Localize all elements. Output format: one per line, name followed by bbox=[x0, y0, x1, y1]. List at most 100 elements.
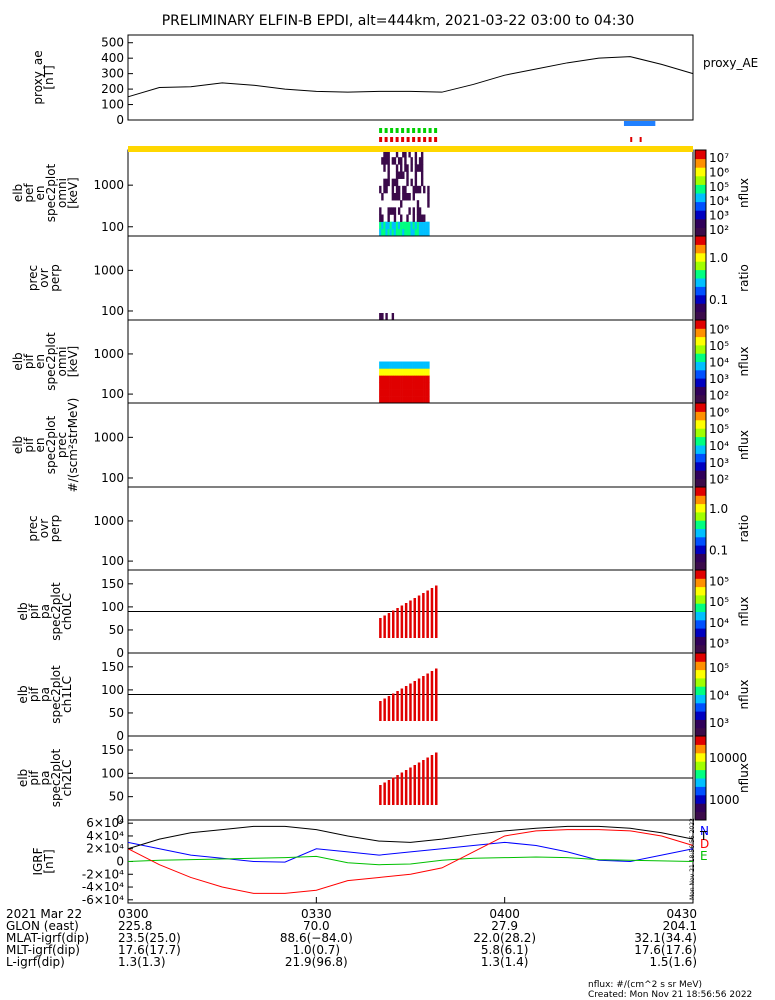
colorbar-tick-label: 10² bbox=[709, 473, 729, 487]
red-marker bbox=[630, 137, 633, 142]
heatmap-cell bbox=[406, 221, 409, 230]
heatmap-cell bbox=[395, 396, 399, 404]
colorbar-tick-label: 10⁵ bbox=[709, 574, 729, 588]
heatmap-cell bbox=[402, 375, 405, 383]
heatmap-cell bbox=[416, 185, 420, 194]
colorbar-segment bbox=[695, 561, 706, 571]
heatmap-cell bbox=[400, 382, 403, 390]
pa-spike bbox=[417, 678, 421, 721]
status-bars bbox=[128, 121, 693, 152]
panel-elb_pif_en: elbpifenspec2plotomni[keV]100100010²10³1… bbox=[11, 319, 751, 404]
y-axis-label: en bbox=[33, 438, 47, 453]
colorbar-label: nflux bbox=[737, 430, 751, 460]
heatmap-cell bbox=[410, 361, 413, 369]
colorbar-segment bbox=[695, 786, 706, 796]
heatmap-cell bbox=[402, 171, 405, 179]
colorbar-tick-label: 10⁶ bbox=[709, 166, 729, 180]
y-tick-label: -2×10⁴ bbox=[82, 867, 124, 881]
pa-spike bbox=[435, 585, 438, 638]
heatmap-cell bbox=[402, 389, 405, 397]
y-tick-label: 2×10⁴ bbox=[86, 842, 124, 856]
heatmap-cell bbox=[393, 389, 397, 397]
heatmap-cell bbox=[391, 221, 395, 230]
colorbar-segment bbox=[695, 644, 706, 654]
y-axis-label: pa bbox=[38, 771, 52, 786]
time-axis-row-label: MLT-igrf(dip) bbox=[6, 943, 80, 957]
heatmap-cell bbox=[387, 396, 390, 404]
pa-spike bbox=[404, 686, 408, 721]
series-line-E bbox=[127, 855, 694, 866]
heatmap-cell bbox=[406, 382, 409, 390]
heatmap-cell bbox=[400, 214, 403, 222]
heatmap-cell bbox=[400, 221, 403, 230]
heatmap-cell bbox=[387, 221, 390, 230]
colorbar-tick-label: 0.1 bbox=[709, 543, 728, 557]
heatmap-cell bbox=[393, 207, 397, 215]
colorbar-segment bbox=[695, 419, 706, 429]
red-marker bbox=[395, 137, 399, 142]
heatmap-cell bbox=[423, 361, 426, 369]
colorbar-segment bbox=[695, 752, 706, 762]
y-tick-label: 0 bbox=[116, 729, 124, 743]
heatmap-cell bbox=[381, 396, 384, 404]
y-axis-label: proxy_ae bbox=[31, 50, 45, 104]
pa-spike bbox=[426, 590, 429, 638]
heatmap-cell bbox=[423, 185, 426, 194]
heatmap-cell bbox=[400, 228, 403, 237]
heatmap-cell bbox=[414, 150, 418, 158]
colorbar-tick-label: 10³ bbox=[709, 456, 729, 470]
time-axis-cell-mlat: 22.0(28.2) bbox=[473, 931, 536, 945]
heatmap-cell bbox=[408, 375, 411, 383]
heatmap-cell bbox=[385, 382, 388, 390]
y-tick-label: 100 bbox=[101, 220, 124, 234]
heatmap-cell bbox=[404, 185, 407, 194]
colorbar-tick-label: 10² bbox=[709, 223, 729, 237]
heatmap-cell bbox=[381, 228, 384, 237]
y-tick-label: 150 bbox=[101, 660, 124, 674]
colorbar-tick-label: 10⁴ bbox=[709, 194, 729, 208]
time-axis-cell-glon: 225.8 bbox=[118, 919, 152, 933]
colorbar-segment bbox=[695, 803, 706, 813]
y-tick-label: 100 bbox=[101, 600, 124, 614]
y-axis-label: prec bbox=[55, 432, 69, 458]
panel-igrf: IGRF[nT]-6×10⁴-4×10⁴-2×10⁴02×10⁴4×10⁴6×1… bbox=[31, 816, 709, 907]
heatmap-cell bbox=[427, 361, 430, 369]
heatmap-cell bbox=[414, 185, 418, 194]
colorbar-segment bbox=[695, 320, 706, 329]
red-marker bbox=[384, 137, 388, 142]
heatmap-cell bbox=[393, 361, 397, 369]
pa-spike bbox=[430, 671, 434, 721]
red-marker bbox=[428, 137, 432, 142]
heatmap-cell bbox=[410, 178, 413, 187]
heatmap-cell bbox=[418, 221, 422, 230]
colorbar-tick-label: 10⁵ bbox=[709, 422, 729, 436]
heatmap-cell bbox=[402, 382, 405, 390]
colorbar-segment bbox=[695, 394, 706, 404]
heatmap-cell bbox=[420, 361, 424, 369]
heatmap-cell bbox=[406, 193, 409, 201]
colorbar-segment bbox=[695, 436, 706, 446]
heatmap-cell bbox=[410, 228, 413, 237]
heatmap-cell bbox=[391, 157, 395, 165]
heatmap-cell bbox=[381, 382, 384, 390]
pa-spike bbox=[422, 593, 425, 638]
colorbar-segment bbox=[695, 669, 706, 679]
colorbar-segment bbox=[695, 303, 706, 313]
colorbar-segment bbox=[695, 736, 706, 745]
heatmap-cell bbox=[420, 150, 424, 158]
time-axis-cell-glon: 70.0 bbox=[303, 919, 330, 933]
heatmap-cell bbox=[414, 221, 418, 230]
heatmap-cell bbox=[389, 221, 392, 230]
colorbar-segment bbox=[695, 453, 706, 463]
y-axis-label: en bbox=[33, 354, 47, 369]
heatmap-cell bbox=[410, 396, 413, 404]
colorbar-segment bbox=[695, 794, 706, 804]
heatmap-cell bbox=[418, 361, 422, 369]
heatmap-cell bbox=[412, 375, 415, 383]
heatmap-cell bbox=[402, 150, 405, 158]
heatmap-cell bbox=[389, 368, 392, 376]
heatmap-cell bbox=[416, 368, 420, 376]
pa-spike bbox=[417, 762, 421, 805]
heatmap-cell bbox=[381, 389, 384, 397]
heatmap-cell bbox=[427, 228, 430, 237]
